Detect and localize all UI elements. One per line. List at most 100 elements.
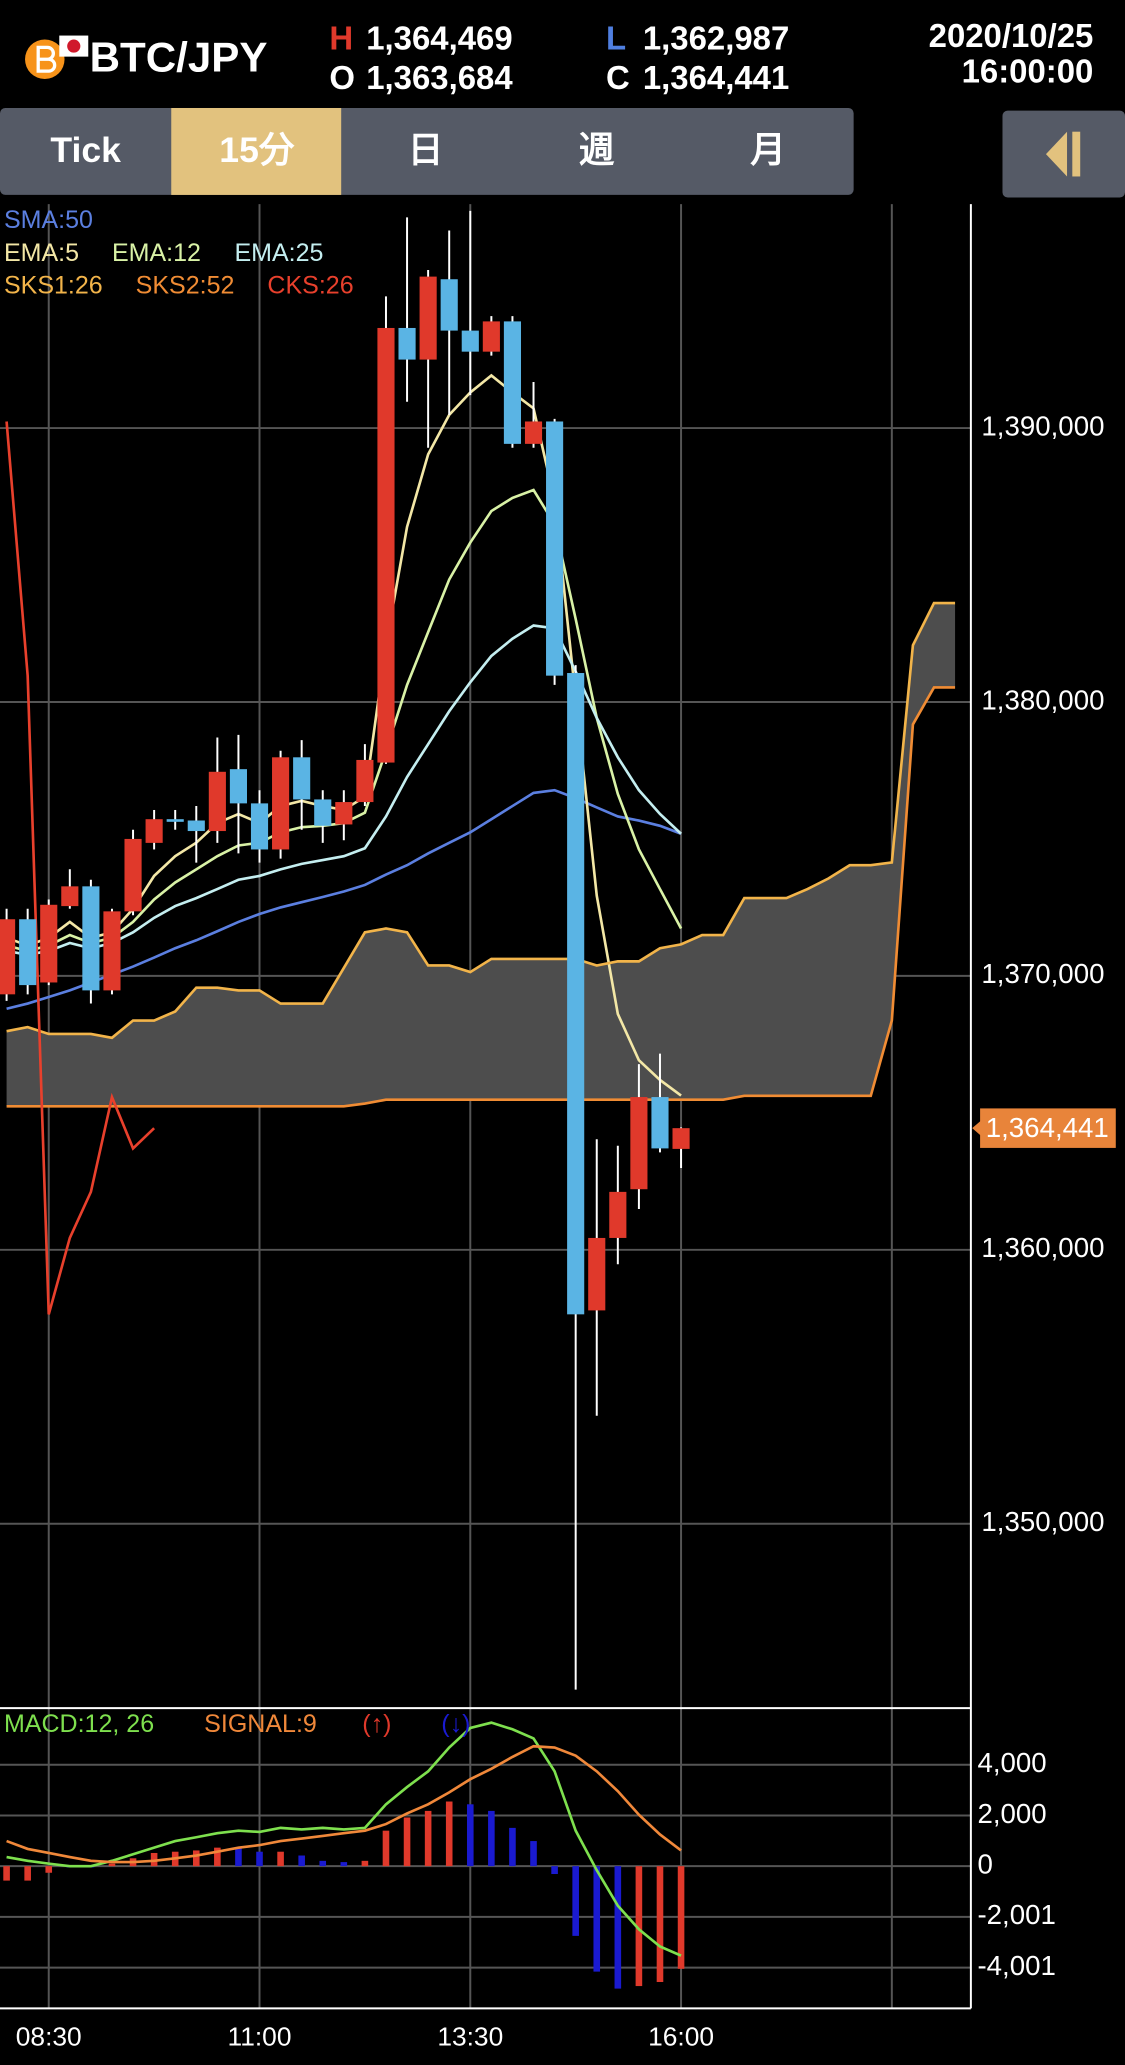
histogram-bar: [319, 1860, 327, 1867]
histogram-bar: [108, 1863, 116, 1867]
indicator-line: [6, 1744, 682, 1864]
histogram-bar: [509, 1827, 516, 1867]
y-tick-label: -2,001: [977, 1899, 1055, 1930]
tab[interactable]: Tick: [50, 130, 121, 170]
indicator-line: [6, 686, 956, 1108]
candle-body: [503, 321, 522, 444]
histogram-bar: [635, 1866, 643, 1987]
histogram-bar: [235, 1847, 242, 1867]
legend-entry: EMA:25: [234, 239, 323, 267]
candle-body: [0, 919, 16, 995]
candle-body: [398, 327, 416, 360]
y-tick-label: 1,350,000: [981, 1506, 1104, 1537]
candle-body: [40, 904, 58, 983]
price-tag: [980, 1108, 1116, 1148]
low-value: 1,362,987: [643, 20, 789, 57]
y-tick-label: 1,360,000: [981, 1232, 1104, 1263]
y-tick-label: 1,380,000: [981, 684, 1104, 715]
tab[interactable]: 週: [579, 130, 615, 170]
histogram-bar: [361, 1860, 369, 1867]
y-tick-label: 0: [977, 1848, 992, 1879]
candle-body: [546, 421, 564, 676]
histogram-bar: [298, 1855, 305, 1867]
candle-body: [124, 838, 142, 912]
indicator-line: [5, 421, 156, 1315]
x-tick-label: 16:00: [648, 2022, 714, 2052]
candle-body: [609, 1191, 627, 1238]
candle-body: [19, 919, 37, 986]
indicator-line: [6, 601, 956, 1040]
candle-body: [377, 327, 395, 763]
candle-body: [672, 1128, 690, 1149]
y-tick-label: 1,390,000: [981, 410, 1104, 441]
histogram-bar: [382, 1830, 390, 1867]
legend-entry: SKS2:52: [136, 272, 235, 300]
legend-entry: MACD:12, 26: [4, 1710, 154, 1738]
candle-body: [103, 911, 121, 991]
histogram-bar: [424, 1810, 432, 1867]
candle-body: [482, 321, 500, 352]
histogram-bar: [445, 1801, 453, 1867]
histogram-bar: [214, 1847, 221, 1867]
candle-body: [356, 759, 374, 803]
high-key: H: [329, 20, 353, 57]
high-value: 1,364,469: [366, 20, 512, 57]
histogram-bar: [256, 1851, 263, 1867]
tab[interactable]: 月: [750, 130, 786, 170]
date: 2020/10/25: [929, 17, 1094, 54]
y-tick-label: 1,370,000: [981, 958, 1104, 989]
tab[interactable]: 日: [408, 130, 444, 170]
histogram-bar: [677, 1866, 685, 1969]
legend-entry: (↑): [362, 1710, 391, 1738]
tab[interactable]: 15分: [219, 130, 295, 170]
candle-body: [419, 276, 437, 360]
close-value: 1,364,441: [643, 59, 789, 96]
candle-body: [440, 279, 458, 331]
legend-entry: EMA:12: [112, 239, 201, 267]
collapse-icon: [1045, 131, 1068, 177]
flag-dot: [67, 39, 81, 53]
candle-body: [651, 1097, 669, 1149]
coin-glyph: [36, 45, 57, 73]
candle-body: [524, 421, 543, 444]
candle-body: [335, 802, 353, 825]
candle-body: [166, 819, 184, 822]
open-value: 1,363,684: [366, 59, 513, 96]
histogram-bar: [614, 1866, 622, 1989]
y-tick-label: 4,000: [977, 1747, 1046, 1778]
candle-body: [229, 769, 247, 804]
x-tick-label: 13:30: [437, 2022, 503, 2052]
open-key: O: [329, 59, 355, 96]
legend-entry: EMA:5: [4, 239, 79, 267]
histogram-bar: [572, 1866, 579, 1936]
candle-body: [208, 771, 226, 832]
time: 16:00:00: [962, 52, 1094, 89]
candle-body: [314, 799, 332, 826]
y-tick-label: -4,001: [977, 1950, 1055, 1981]
cloud: [6, 603, 956, 1107]
price-tag-pointer: [972, 1120, 982, 1137]
x-tick-label: 08:30: [16, 2022, 82, 2052]
histogram-bar: [340, 1862, 348, 1867]
histogram-bar: [551, 1866, 558, 1875]
candle-body: [61, 886, 79, 907]
candle-body: [588, 1237, 606, 1311]
y-tick-label: 2,000: [977, 1798, 1046, 1829]
candle-body: [293, 757, 311, 800]
candle-body: [461, 330, 479, 352]
tab-selected[interactable]: [171, 107, 342, 195]
legend-entry: SMA:50: [4, 206, 93, 234]
candle-body: [567, 673, 585, 1315]
candle-body: [82, 886, 100, 991]
candle-body: [145, 819, 163, 843]
close-key: C: [606, 59, 630, 96]
histogram-bar: [24, 1866, 31, 1881]
plot-area: 08:30 11:00 13:30 16:00 1,390,000 1,380,000 1,…: [0, 204, 1116, 2052]
legend-entry: SIGNAL:9: [204, 1710, 317, 1738]
collapse-icon-bar: [1072, 131, 1081, 177]
indicator-line: [6, 1721, 682, 1957]
low-key: L: [606, 20, 626, 57]
legend-entry: CKS:26: [267, 272, 353, 300]
